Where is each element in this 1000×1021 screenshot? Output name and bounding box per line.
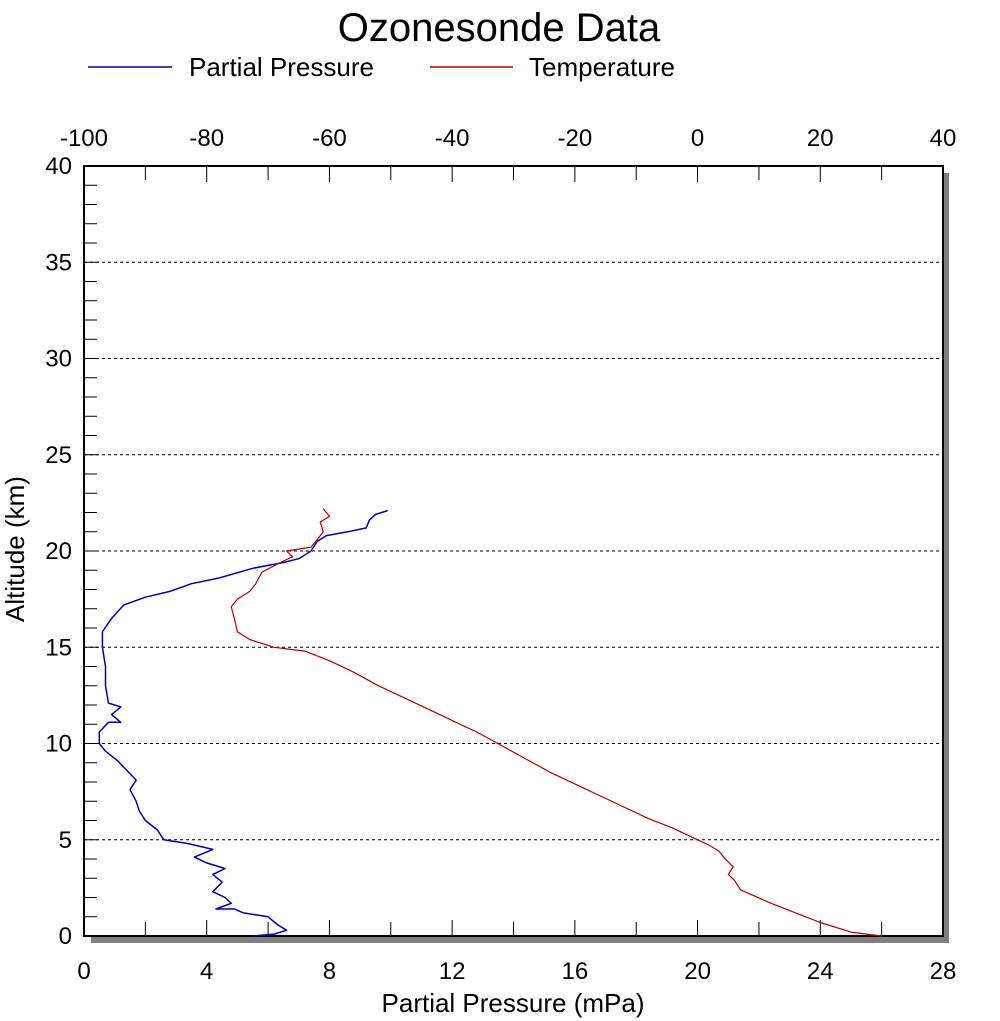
x-top-tick-label: -20	[558, 125, 593, 152]
x-bottom-tick-label: 20	[684, 958, 711, 985]
y-tick-label: 40	[45, 153, 72, 180]
x-top-tick-label: -60	[312, 125, 347, 152]
data-series	[98, 508, 882, 937]
x-bottom-tick-label: 12	[439, 958, 466, 985]
x-top-tick-label: -40	[435, 125, 470, 152]
y-tick-label: 35	[45, 249, 72, 276]
y-tick-label: 5	[59, 827, 72, 854]
legend-label-partial-pressure: Partial Pressure	[189, 52, 374, 82]
y-tick-label: 30	[45, 346, 72, 373]
x-top-tick-label: -80	[189, 125, 224, 152]
x-top-tick-label: 0	[691, 125, 704, 152]
tick-marks	[83, 165, 944, 937]
x-bottom-tick-label: 0	[77, 958, 90, 985]
y-tick-label: 15	[45, 634, 72, 661]
y-tick-label: 20	[45, 538, 72, 565]
legend: Partial Pressure Temperature	[88, 52, 675, 82]
x-top-tick-label: 20	[807, 125, 834, 152]
series-line-temperature	[230, 508, 882, 937]
x-bottom-tick-label: 4	[200, 958, 213, 985]
y-tick-label: 10	[45, 731, 72, 758]
gridlines	[84, 261, 943, 841]
x-bottom-tick-label: 24	[807, 958, 834, 985]
x-top-tick-label: -100	[60, 125, 108, 152]
x-bottom-tick-label: 28	[930, 958, 957, 985]
x-bottom-tick-label: 16	[562, 958, 589, 985]
x-axis-label: Partial Pressure (mPa)	[382, 988, 645, 1018]
tick-labels: 0 5 10 15 20 25 30 35 40 0 4 8 12 16 20 24 28 -100 -80 -60 -…	[45, 125, 956, 985]
y-tick-label: 0	[59, 923, 72, 950]
chart-title: Ozonesonde Data	[338, 6, 661, 50]
x-bottom-tick-label: 8	[323, 958, 336, 985]
legend-label-temperature: Temperature	[529, 52, 675, 82]
x-top-tick-label: 40	[930, 125, 957, 152]
y-axis-label: Altitude (km)	[0, 476, 30, 622]
y-tick-label: 25	[45, 442, 72, 469]
